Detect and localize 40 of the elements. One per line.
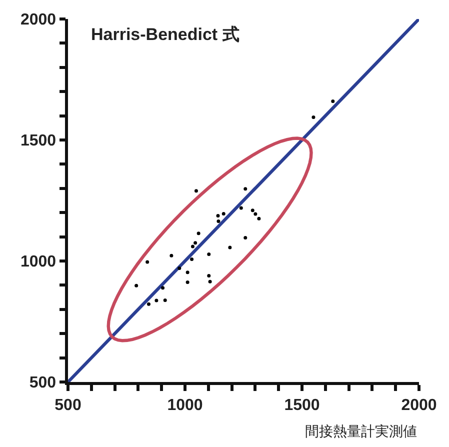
point — [154, 298, 158, 302]
x-axis-title: 間接熱量計実測値 — [305, 424, 417, 440]
point — [222, 212, 226, 216]
point — [186, 280, 190, 284]
x-tick-label: 500 — [54, 396, 82, 414]
point — [146, 260, 150, 264]
y-tick-label: 500 — [29, 374, 56, 392]
point — [194, 241, 198, 245]
x-tick-label: 1000 — [167, 396, 203, 414]
point — [244, 236, 248, 240]
point — [257, 216, 261, 220]
point — [331, 100, 335, 104]
y-tick-label: 1000 — [20, 254, 56, 271]
point — [196, 232, 200, 236]
point — [244, 187, 248, 191]
point — [254, 212, 258, 216]
point — [186, 270, 190, 274]
point — [190, 244, 194, 248]
point — [239, 206, 243, 210]
point — [216, 220, 220, 224]
point — [216, 214, 220, 218]
point — [208, 280, 212, 284]
point — [194, 189, 198, 193]
point — [170, 254, 174, 258]
chart-title: Harris-Benedict 式 — [91, 25, 240, 44]
point — [146, 302, 150, 306]
point — [178, 266, 182, 270]
x-tick-label: 2000 — [401, 396, 437, 414]
point — [134, 284, 138, 288]
y-tick-label: 2000 — [20, 12, 56, 29]
point — [163, 298, 167, 302]
y-tick-label: 1500 — [20, 132, 56, 150]
x-tick-label: 1500 — [284, 396, 320, 414]
point — [207, 252, 211, 256]
point — [228, 246, 232, 250]
point — [312, 116, 316, 119]
point — [207, 274, 211, 278]
point — [250, 208, 254, 212]
point — [190, 258, 194, 262]
point — [161, 286, 165, 290]
